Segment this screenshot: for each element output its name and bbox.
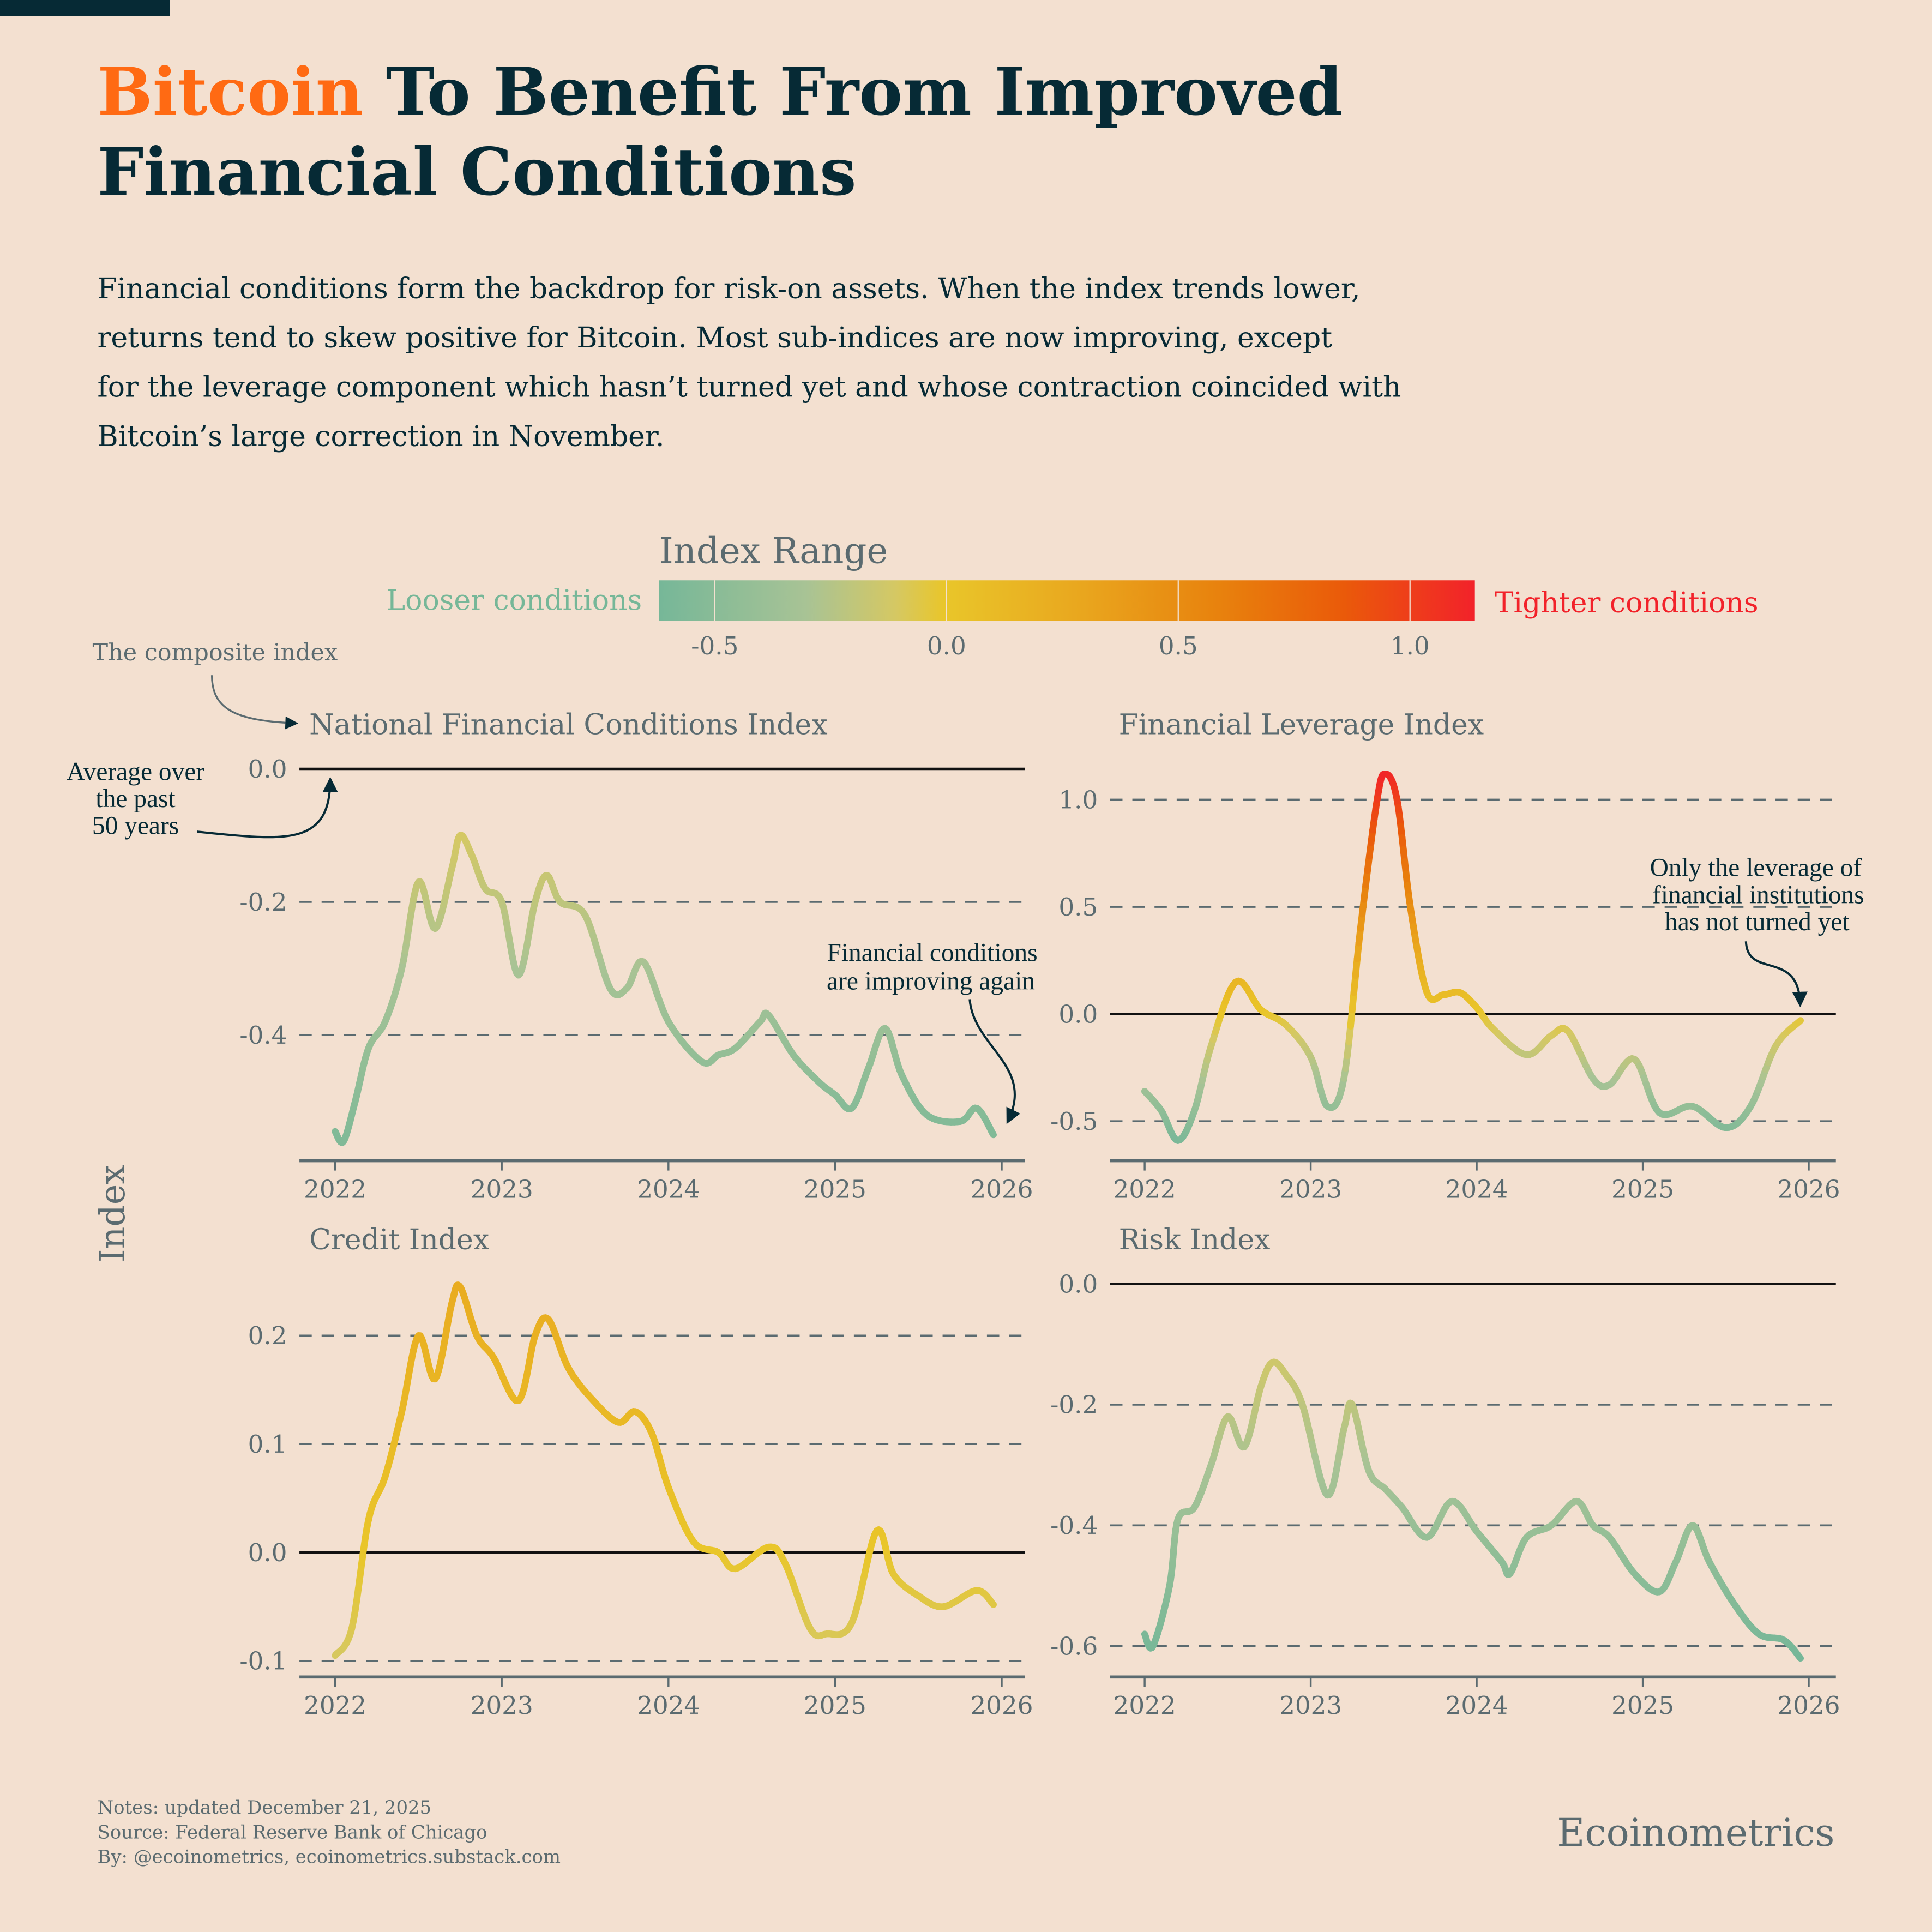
series-segment [989,1600,997,1608]
y-tick-label: 0.2 [248,1321,287,1350]
panel-0: National Financial Conditions Index 0.0 -0… [239,709,1033,1204]
legend-tick-label: -0.5 [691,631,738,660]
series-segment [1796,1653,1804,1662]
panel-1: Financial Leverage Index 1.0 0.5 0.0 -0.5 202… [1050,709,1840,1204]
x-tick-label: 2022 [304,1691,366,1720]
notes-line: By: @ecoinometrics, ecoinometrics.substa… [98,1846,561,1867]
annotation-leverage: financial institutions [1652,881,1864,909]
subtitle-line: Financial conditions form the backdrop f… [98,273,1361,305]
series-segment [1795,1017,1804,1026]
brand-logo: Ecoinometrics [1557,1810,1834,1855]
x-tick-label: 2024 [637,1175,700,1203]
panel-2: Credit Index 0.2 0.1 0.0 -0.1 2022 2023 2024 202… [239,1224,1033,1720]
annotation-improving: Financial conditions [827,938,1038,967]
series-line [332,1281,997,1659]
x-tick-label: 2022 [1114,1691,1176,1720]
x-tick-label: 2025 [804,1175,866,1203]
annotation-average: 50 years [92,812,179,840]
y-tick-label: 0.0 [248,755,287,784]
legend-colorbar [659,580,1475,621]
x-tick-label: 2023 [1279,1691,1342,1720]
leverage-arrow [1744,941,1808,1008]
x-tick-label: 2026 [971,1175,1033,1203]
y-tick-label: -0.6 [1050,1632,1098,1661]
subtitle-line: for the leverage component which hasn’t … [98,371,1401,404]
title-line-1: Bitcoin To Benefit From Improved [98,54,1343,130]
legend-tick-label: 0.5 [1159,631,1198,660]
title-highlight: Bitcoin [98,54,363,130]
annotation-average: Average over [67,757,204,786]
y-tick-label: 0.5 [1058,893,1098,922]
title-rest: To Benefit From Improved [363,54,1343,130]
x-tick-label: 2025 [1611,1691,1674,1720]
series-segment [989,1129,997,1139]
x-tick-label: 2024 [1446,1175,1508,1203]
x-tick-label: 2025 [804,1691,866,1720]
subtitle-line: Bitcoin’s large correction in November. [98,420,665,453]
annotation-improving: are improving again [827,967,1035,995]
panel-title: Financial Leverage Index [1119,709,1484,742]
notes-line: Source: Federal Reserve Bank of Chicago [98,1821,487,1843]
x-tick-label: 2024 [637,1691,700,1720]
y-axis-label: Index [92,1165,133,1262]
average-arrow [197,777,338,839]
panel-title: Credit Index [309,1224,489,1256]
x-tick-label: 2026 [1778,1691,1840,1720]
legend-tighter-label: Tighter conditions [1495,587,1759,619]
annotation-leverage: Only the leverage of [1650,854,1862,882]
y-tick-label: 1.0 [1058,785,1098,814]
x-tick-label: 2023 [1279,1175,1342,1203]
y-tick-label: -0.1 [239,1647,287,1676]
x-tick-label: 2022 [304,1175,366,1203]
legend-tick-label: 0.0 [927,631,966,660]
series-line [1141,771,1804,1144]
annotation-composite: The composite index [92,639,338,666]
composite-arrow [210,675,299,730]
panel-title: Risk Index [1119,1224,1271,1256]
y-tick-label: -0.4 [239,1021,287,1050]
series-line [332,832,997,1146]
improving-arrow [968,999,1021,1124]
notes-line: Notes: updated December 21, 2025 [98,1797,432,1818]
title-line-2: Financial Conditions [98,134,857,210]
x-tick-label: 2023 [471,1691,533,1720]
y-tick-label: 0.0 [1058,1000,1098,1028]
x-tick-label: 2026 [971,1691,1033,1720]
x-tick-label: 2023 [471,1175,533,1203]
x-tick-label: 2024 [1446,1691,1508,1720]
y-tick-label: -0.5 [1050,1107,1098,1136]
y-tick-label: 0.0 [248,1538,287,1567]
x-tick-label: 2022 [1114,1175,1176,1203]
annotation-average: the past [95,785,175,813]
y-tick-label: -0.2 [239,888,287,917]
annotation-leverage: has not turned yet [1665,908,1850,936]
y-tick-label: 0.0 [1058,1269,1098,1298]
y-tick-label: 0.1 [248,1430,287,1459]
panel-3: Risk Index 0.0 -0.2 -0.4 -0.6 2022 2023 2024 202… [1050,1224,1840,1720]
panel-title: National Financial Conditions Index [309,709,828,742]
legend-title: Index Range [659,531,888,572]
series-line [1141,1358,1804,1662]
legend-tick-label: 1.0 [1391,631,1430,660]
legend-looser-label: Looser conditions [387,584,642,617]
subtitle-line: returns tend to skew positive for Bitcoi… [98,322,1333,354]
x-tick-label: 2025 [1611,1175,1674,1203]
y-tick-label: -0.4 [1050,1511,1098,1540]
corner-accent-bar [0,0,170,16]
y-tick-label: -0.2 [1050,1391,1098,1419]
x-tick-label: 2026 [1778,1175,1840,1203]
